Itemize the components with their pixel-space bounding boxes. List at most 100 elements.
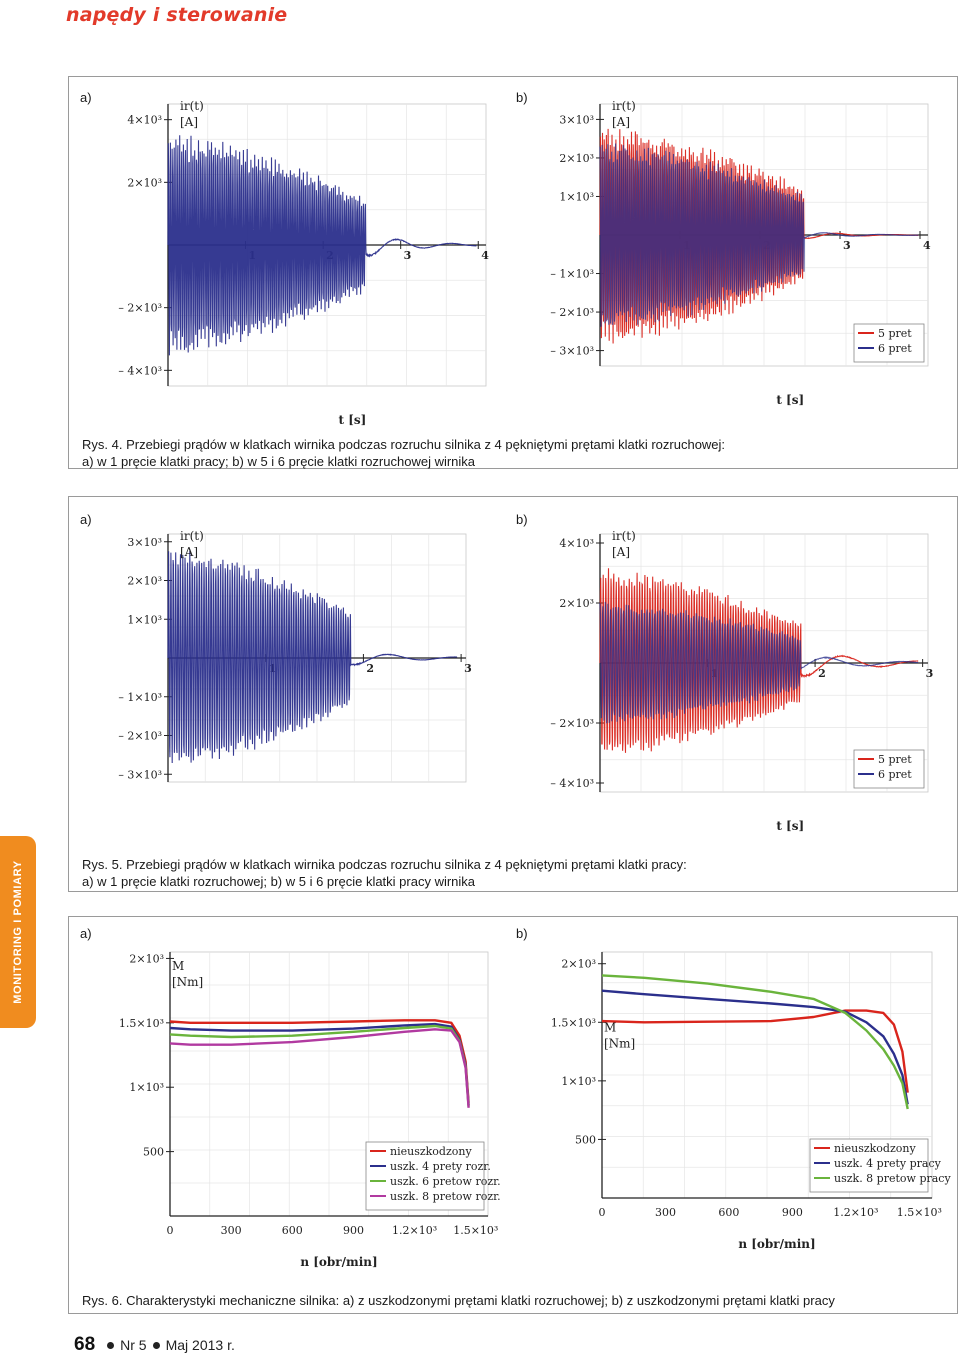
- y-tick-label: – 2×10³: [118, 302, 162, 315]
- legend-label: 5 pret: [878, 327, 912, 340]
- y-axis-label: [A]: [612, 115, 630, 129]
- legend-label: 6 pret: [878, 342, 912, 355]
- x-tick-label: 300: [221, 1224, 242, 1237]
- x-tick-label: 3: [843, 239, 851, 252]
- y-tick-label: 1×10³: [129, 1081, 164, 1094]
- x-tick-label: 0: [599, 1206, 606, 1219]
- issue-number: Nr 5: [120, 1337, 147, 1353]
- x-tick-label: 900: [782, 1206, 803, 1219]
- figure-4-caption-line-1: Rys. 4. Przebiegi prądów w klatkach wirn…: [82, 437, 726, 452]
- legend-box: [853, 323, 925, 363]
- figure-5-chart-b: 4×10³ 2×10³ – 2×10³ – 4×10³ 1 2 3 ir(t) [A] t [s]…: [512, 526, 942, 833]
- y-tick-label: 1×10³: [127, 613, 162, 626]
- figure-6-chart-a: 2×10³ 1.5×10³ 1×10³ 500 0 300 600 900 1.2×10³ 1.5…: [80, 944, 501, 1274]
- legend-label: uszk. 6 pretow rozr.: [390, 1175, 501, 1188]
- y-tick-label: – 4×10³: [118, 364, 162, 377]
- figure-6-panel-a-label: a): [80, 926, 92, 941]
- x-tick-label: 2: [818, 667, 826, 680]
- y-tick-label: 1×10³: [561, 1075, 596, 1088]
- y-tick-label: 500: [143, 1146, 164, 1159]
- y-tick-label: – 3×10³: [550, 345, 594, 358]
- y-tick-label: 4×10³: [127, 114, 162, 127]
- x-axis-label: t [s]: [776, 393, 804, 407]
- y-axis-label: [A]: [612, 545, 630, 559]
- y-axis-label: ir(t): [180, 99, 204, 113]
- x-tick-label: 1.5×10³: [897, 1206, 942, 1219]
- y-tick-label: – 2×10³: [550, 306, 594, 319]
- y-tick-label: 3×10³: [127, 536, 162, 549]
- y-tick-label: 2×10³: [129, 952, 164, 965]
- series-line: [167, 550, 458, 764]
- y-axis-label: [Nm]: [172, 975, 203, 989]
- side-tab-label: MONITORING I POMIARY: [12, 860, 24, 1004]
- chart-svg: 2×10³ 1.5×10³ 1×10³ 500 0 300 600 900 1.2×10³ 1.5…: [551, 951, 951, 1251]
- figure-5-caption-line-1: Rys. 5. Przebiegi prądów w klatkach wirn…: [82, 857, 687, 872]
- y-tick-label: 1.5×10³: [551, 1016, 596, 1029]
- x-tick-label: 1: [269, 662, 277, 675]
- figure-6-caption-line-1: Rys. 6. Charakterystyki mechaniczne siln…: [82, 1293, 835, 1308]
- x-tick-label: 600: [718, 1206, 739, 1219]
- section-side-tab: MONITORING I POMIARY: [0, 836, 36, 1028]
- series-line: [599, 143, 919, 327]
- x-tick-label: 2: [366, 662, 374, 675]
- chart-svg: 3×10³ 2×10³ 1×10³ – 1×10³ – 2×10³ – 3×10³ 1 2 3 i…: [118, 529, 472, 783]
- y-tick-label: 2×10³: [127, 575, 162, 588]
- y-axis-label: M: [172, 959, 184, 973]
- chart-svg: 2×10³ 1.5×10³ 1×10³ 500 0 300 600 900 1.2×10³ 1.5…: [119, 951, 501, 1269]
- y-tick-label: 2×10³: [561, 958, 596, 971]
- x-tick-label: 1.5×10³: [453, 1224, 498, 1237]
- page-footer: 68 Nr 5 Maj 2013 r.: [74, 1334, 235, 1356]
- figure-4-panel-a-label: a): [80, 90, 92, 105]
- figure-4-chart-a: 4×10³ 2×10³ – 2×10³ – 4×10³ 1 2 3 4 ir(t) [A] t [s…: [80, 96, 500, 427]
- legend-label: uszk. 8 pretow pracy: [834, 1172, 951, 1185]
- x-axis-label: t [s]: [339, 413, 367, 427]
- series-line: [169, 1028, 470, 1108]
- figure-6-panel-b-label: b): [516, 926, 528, 941]
- y-tick-label: 2×10³: [127, 176, 162, 189]
- bullet-icon: [152, 1341, 160, 1349]
- x-axis-label: n [obr/min]: [738, 1237, 815, 1251]
- figure-6-caption: Rys. 6. Charakterystyki mechaniczne siln…: [82, 1292, 835, 1309]
- page-number: 68: [74, 1334, 96, 1355]
- y-tick-label: – 1×10³: [118, 691, 162, 704]
- y-axis-label: ir(t): [612, 529, 636, 543]
- y-tick-label: 2×10³: [559, 152, 594, 165]
- legend-label: 5 pret: [878, 753, 912, 766]
- section-header: napędy i sterowanie: [66, 4, 288, 26]
- figure-4-chart-b: 3×10³ 2×10³ 1×10³ – 1×10³ – 2×10³ – 3×10³ 1 2 3 4…: [512, 96, 942, 407]
- legend-label: 6 pret: [878, 768, 912, 781]
- y-tick-label: – 4×10³: [550, 777, 594, 790]
- y-tick-label: 1.5×10³: [119, 1017, 164, 1030]
- x-axis-label: n [obr/min]: [300, 1255, 377, 1269]
- series-line: [601, 974, 909, 1110]
- x-tick-label: 900: [343, 1224, 364, 1237]
- legend-box: [853, 749, 925, 789]
- figure-5-panel-b-label: b): [516, 512, 528, 527]
- series-line: [599, 601, 919, 724]
- x-tick-label: 3: [464, 662, 472, 675]
- y-tick-label: 3×10³: [559, 113, 594, 126]
- x-tick-label: 1.2×10³: [392, 1224, 437, 1237]
- y-axis-label: ir(t): [612, 99, 636, 113]
- x-tick-label: 600: [282, 1224, 303, 1237]
- legend-box: [365, 1141, 485, 1211]
- series-line: [599, 568, 919, 753]
- x-tick-label: 3: [404, 249, 412, 262]
- x-tick-label: 4: [481, 249, 489, 262]
- issue-date: Maj 2013 r.: [165, 1337, 235, 1353]
- y-tick-label: 4×10³: [559, 537, 594, 550]
- y-axis-label: [A]: [180, 545, 198, 559]
- x-tick-label: 4: [923, 239, 931, 252]
- x-axis-label: t [s]: [776, 819, 804, 833]
- legend-label: nieuszkodzony: [834, 1142, 916, 1155]
- y-axis-label: [A]: [180, 115, 198, 129]
- figure-4-caption: Rys. 4. Przebiegi prądów w klatkach wirn…: [82, 436, 725, 470]
- figure-4-caption-line-2: a) w 1 pręcie klatki pracy; b) w 5 i 6 p…: [82, 454, 476, 469]
- y-tick-label: – 1×10³: [550, 268, 594, 281]
- y-tick-label: – 2×10³: [118, 730, 162, 743]
- x-tick-label: 1.2×10³: [833, 1206, 878, 1219]
- figure-5-panel-a-label: a): [80, 512, 92, 527]
